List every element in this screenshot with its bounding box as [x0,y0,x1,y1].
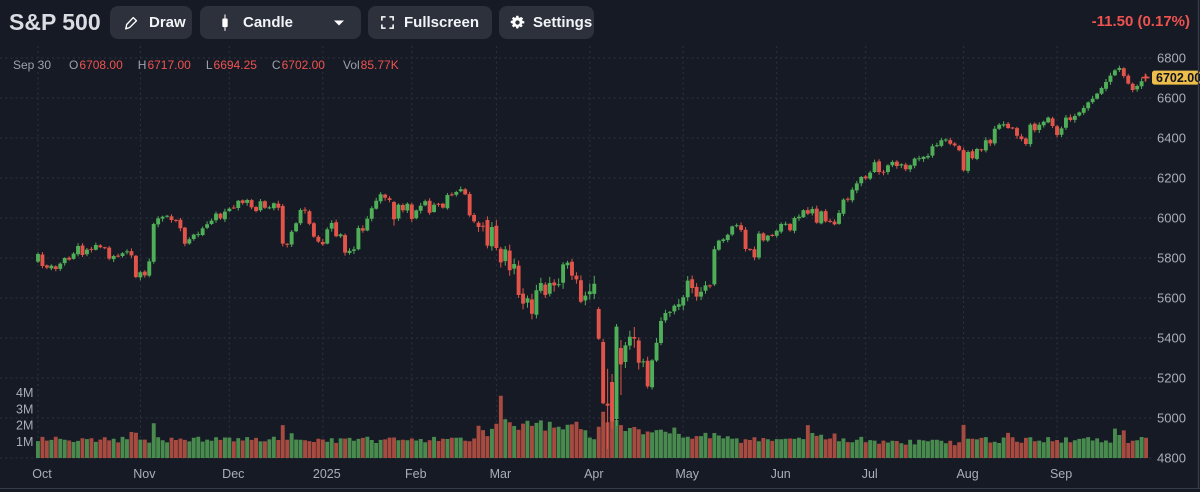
svg-text:Jun: Jun [771,467,791,481]
svg-text:2025: 2025 [313,467,341,481]
svg-text:6400: 6400 [1157,131,1186,146]
svg-text:Apr: Apr [584,467,603,481]
svg-text:3M: 3M [16,402,33,416]
svg-text:Mar: Mar [490,467,512,481]
svg-text:5600: 5600 [1157,291,1186,306]
svg-text:Feb: Feb [405,467,427,481]
svg-text:Oct: Oct [32,467,52,481]
svg-text:6702.00: 6702.00 [1156,71,1200,85]
svg-text:1M: 1M [16,435,33,449]
svg-text:5200: 5200 [1157,371,1186,386]
svg-text:5400: 5400 [1157,331,1186,346]
svg-text:Jul: Jul [862,467,878,481]
svg-text:4800: 4800 [1157,451,1186,466]
svg-text:5800: 5800 [1157,251,1186,266]
svg-text:4M: 4M [16,386,33,400]
svg-text:6800: 6800 [1157,51,1186,66]
svg-text:5000: 5000 [1157,411,1186,426]
svg-text:Sep: Sep [1050,467,1072,481]
svg-text:6600: 6600 [1157,91,1186,106]
svg-text:6000: 6000 [1157,211,1186,226]
svg-text:May: May [675,467,699,481]
svg-text:Nov: Nov [133,467,156,481]
svg-text:Aug: Aug [956,467,978,481]
svg-text:6200: 6200 [1157,171,1186,186]
svg-text:2M: 2M [16,419,33,433]
svg-text:Dec: Dec [222,467,244,481]
